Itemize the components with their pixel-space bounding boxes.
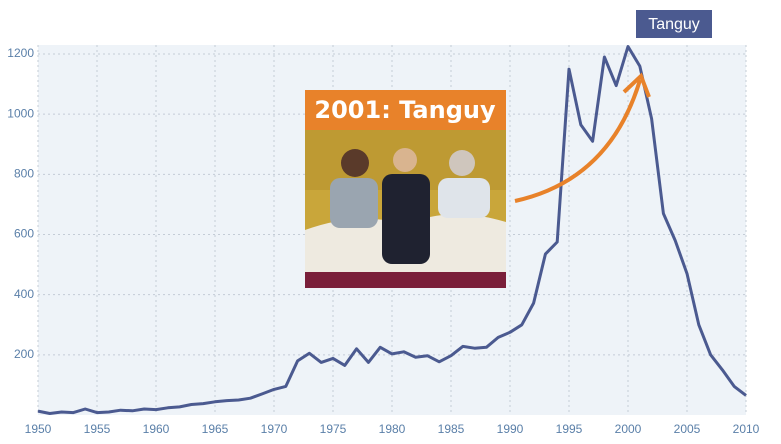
photo-person	[393, 148, 417, 172]
photo-person	[438, 178, 490, 218]
y-tick-label: 1200	[7, 46, 34, 60]
annotation-arrow	[514, 79, 642, 203]
legend-box	[636, 10, 712, 38]
photo-person	[341, 149, 369, 177]
x-tick-label: 1960	[143, 422, 170, 436]
lines	[37, 45, 747, 415]
x-tick-label: 1955	[84, 422, 111, 436]
photo-floor	[305, 270, 506, 288]
x-tick-label: 1950	[25, 422, 52, 436]
y-tick-label: 600	[14, 227, 34, 241]
photo-person	[382, 174, 430, 264]
data-line	[37, 45, 747, 415]
x-tick-label: 1980	[379, 422, 406, 436]
photo-person	[449, 150, 475, 176]
y-tick-label: 400	[14, 287, 34, 301]
x-tick-label: 2000	[615, 422, 642, 436]
arrow-head	[622, 72, 651, 98]
photo-person	[330, 178, 378, 228]
y-tick-label: 200	[14, 347, 34, 361]
x-tick-label: 1975	[320, 422, 347, 436]
annotation-text: 2001: Tanguy	[314, 96, 496, 124]
x-tick-label: 2005	[674, 422, 701, 436]
x-tick-label: 1985	[438, 422, 465, 436]
legend-label: Tanguy	[648, 16, 700, 33]
x-tick-label: 1990	[497, 422, 524, 436]
annotation-image: 2001: Tanguy	[305, 90, 506, 288]
y-tick-label: 1000	[7, 106, 34, 120]
y-tick-label: 800	[14, 167, 34, 181]
x-tick-label: 1965	[202, 422, 229, 436]
x-tick-label: 1995	[556, 422, 583, 436]
x-tick-label: 2010	[733, 422, 760, 436]
x-tick-label: 1970	[261, 422, 288, 436]
annotation-banner	[305, 90, 506, 130]
